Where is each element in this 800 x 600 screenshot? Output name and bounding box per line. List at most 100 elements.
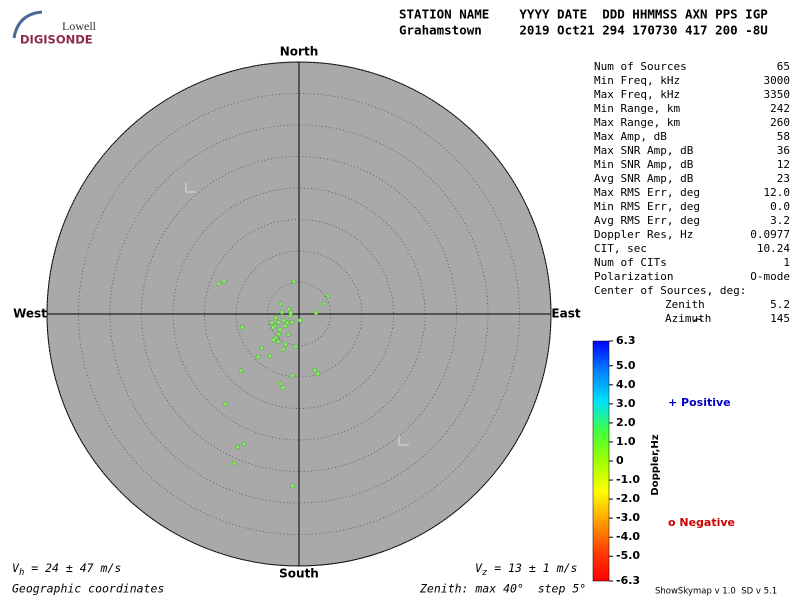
stat-value: 0.0 [770,200,790,213]
source-point [216,281,222,287]
source-point [288,310,294,316]
source-point [290,373,296,379]
colorbar-tick-label: -4.0 [616,530,640,543]
stat-label: Max Range, km [594,116,680,129]
corner-mark [185,183,196,193]
stat-label: CIT, sec [594,242,647,255]
colorbar-title: Doppler,Hz [650,434,661,495]
source-point [289,319,295,325]
stat-label: Polarization [594,270,673,283]
direction-label: South [279,567,319,581]
source-point [285,332,291,338]
vz-symbol: V [475,561,483,575]
source-point [267,353,273,359]
source-point [315,371,321,377]
source-point [282,323,288,329]
source-point [276,331,282,337]
corner-mark [398,436,409,446]
header-line: STATION NAME YYYY DATE DDD HHMMSS AXN PP… [399,7,768,22]
logo-bottom: DIGISONDE [20,33,93,47]
source-point [273,315,278,321]
stat-label: Num of CITs [594,256,667,269]
stat-label: Max SNR Amp, dB [594,144,694,157]
vh-symbol: V [12,561,20,575]
colorbar-tick-label: 0 [616,454,624,467]
azimuth-icon [693,318,703,322]
source-point [277,327,283,333]
stat-label: Doppler Res, Hz [594,228,693,241]
source-point [313,310,319,316]
source-point [325,293,331,299]
source-point [281,317,287,323]
stat-value: 0.0977 [750,228,790,241]
colorbar-tick-label: 2.0 [616,416,636,429]
colorbar-tick-label: 1.0 [616,435,636,448]
stat-value: O-mode [750,270,790,283]
colorbar-tick-label: 6.3 [616,334,636,347]
source-point [222,401,228,407]
stat-label: Max RMS Err, deg [594,186,700,199]
stat-label: Max Amp, dB [594,130,667,143]
stat-value: 5.2 [770,298,790,311]
legend-negative: o Negative [668,516,735,529]
source-point [259,345,265,351]
stat-value: 36 [777,144,790,157]
direction-label: East [551,307,580,321]
stat-value: 145 [770,312,790,325]
stat-section: Center of Sources, deg: [594,284,746,297]
vz-sub: z [482,568,487,578]
colorbar-tick-label: 4.0 [616,378,636,391]
logo-top: Lowell [62,19,97,33]
stat-value: 65 [777,60,790,73]
source-point [283,341,289,347]
stat-value: 3.2 [770,214,790,227]
stat-value: 10.24 [757,242,790,255]
stat-value: 3000 [764,74,791,87]
stat-value: 58 [777,130,790,143]
source-point [231,461,237,466]
source-point [290,483,296,489]
colorbar [592,340,610,582]
stat-value: 260 [770,116,790,129]
source-point [286,306,292,312]
logo-swoosh [12,10,43,39]
stat-label: Zenith [665,298,705,311]
legend-positive: + Positive [668,396,731,409]
source-point [275,339,281,345]
colorbar-tick-label: 5.0 [616,359,636,372]
source-point [293,344,299,350]
stat-label: Avg SNR Amp, dB [594,172,694,185]
colorbar-tick-label: -6.3 [616,574,640,587]
vz-label: Vz = 13 ± 1 m/s [475,561,577,578]
colorbar-tick-label: -5.0 [616,549,640,562]
stat-label: Num of Sources [594,60,687,73]
source-point [291,279,297,285]
source-point [280,346,286,352]
stat-label: Min Freq, kHz [594,74,680,87]
vh-text: = 24 ± 47 m/s [24,561,121,575]
stat-value: 1 [783,256,790,269]
stat-value: 3350 [764,88,791,101]
stat-value: 12.0 [764,186,791,199]
source-point [279,309,285,315]
colorbar-tick-label: -2.0 [616,492,640,505]
source-point [255,354,261,360]
source-point [312,367,318,373]
stat-label: Min RMS Err, deg [594,200,700,213]
source-point [280,385,286,391]
direction-label: North [280,45,318,59]
zenith-label: Zenith: max 40° step 5° [419,582,586,596]
source-point [275,319,281,325]
header-line: Grahamstown 2019 Oct21 294 170730 417 20… [399,23,768,38]
stat-value: 23 [777,172,790,185]
source-point [278,301,284,307]
version-label: ShowSkymap v 1.0 SD v 5.1 [655,587,777,597]
stat-label: Avg RMS Err, deg [594,214,700,227]
source-point [238,368,244,374]
source-point [297,317,303,323]
source-point [221,278,227,284]
source-point [270,324,276,330]
stat-label: Max Freq, kHz [594,88,680,101]
